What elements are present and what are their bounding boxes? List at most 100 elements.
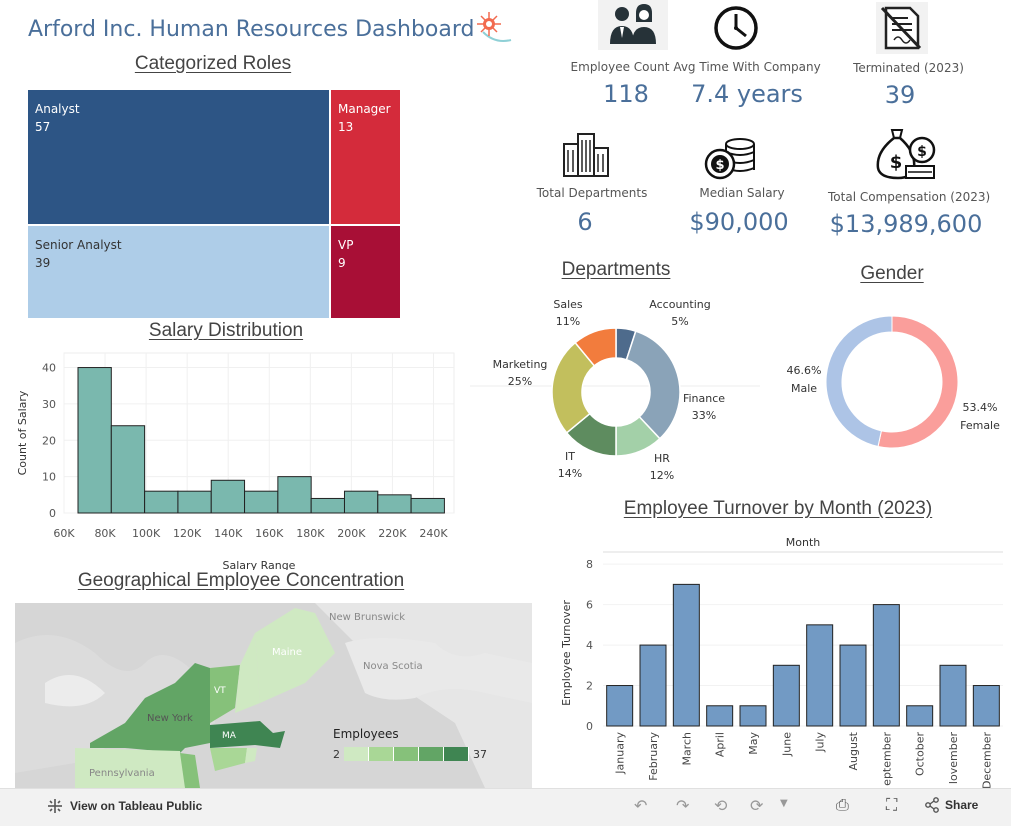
turnover-bar[interactable] — [806, 624, 834, 727]
turnover-bar[interactable] — [972, 685, 1000, 727]
kpi-label: Terminated (2023) — [853, 61, 964, 75]
state-connecticut[interactable] — [210, 748, 247, 771]
donut-slice[interactable] — [551, 341, 596, 434]
turnover-bar[interactable] — [639, 644, 667, 727]
x-tick-label: lovember — [947, 732, 960, 785]
state-vermont[interactable] — [210, 665, 240, 723]
salary-histogram: 0 10 20 30 40 60K 80K 100K 120K 140K 160K 180K 200K 2… — [16, 352, 455, 570]
roles-section-title: Categorized Roles — [134, 53, 292, 74]
state-rhode-island[interactable] — [245, 748, 257, 763]
kpi-value: 6 — [577, 208, 593, 236]
x-tick-label: February — [647, 732, 660, 781]
legend-swatch — [344, 747, 369, 761]
state-new-hampshire[interactable] — [235, 633, 260, 713]
turnover-bar[interactable] — [772, 664, 800, 727]
y-tick-label: 0 — [49, 507, 56, 520]
histogram-bar[interactable] — [310, 497, 345, 514]
x-tick-label: 240K — [419, 527, 448, 540]
histogram-bar[interactable] — [277, 476, 312, 514]
turnover-bar[interactable] — [906, 705, 934, 727]
share-button[interactable]: Share — [924, 797, 978, 813]
state-new-york[interactable] — [90, 663, 210, 753]
turnover-bar[interactable] — [872, 604, 900, 727]
revert-icon[interactable]: ⟲ — [714, 796, 728, 815]
treemap-label: Manager — [338, 102, 391, 116]
histogram-bar[interactable] — [244, 490, 279, 514]
kpi-median-salary: $ Median Salary $90,000 — [672, 128, 812, 238]
kpi-total-departments: Total Departments 6 — [530, 128, 650, 238]
turnover-bar[interactable] — [939, 664, 967, 727]
treemap-cell-vp[interactable]: VP 9 — [331, 226, 400, 318]
map-label-vt: VT — [214, 686, 226, 696]
histogram-bar[interactable] — [110, 425, 146, 514]
office-buildings-icon — [563, 133, 609, 177]
x-tick-label: 180K — [296, 527, 325, 540]
slice-name-label: Sales — [553, 298, 583, 311]
kpi-label: Total Departments — [536, 186, 648, 200]
salary-section-title: Salary Distribution — [148, 320, 304, 341]
donut-slice[interactable] — [574, 327, 617, 367]
chevron-down-icon[interactable]: ▼ — [780, 798, 788, 809]
slice-percent-label: 25% — [508, 375, 532, 388]
geo-section-title: Geographical Employee Concentration — [77, 570, 405, 591]
donut-slice[interactable] — [825, 315, 893, 448]
histogram-bar[interactable] — [177, 490, 212, 514]
legend-swatch — [369, 747, 394, 761]
x-tick-label: January — [614, 732, 627, 775]
employees-icon — [598, 0, 668, 50]
x-tick-label: December — [980, 732, 993, 788]
histogram-bar[interactable] — [377, 494, 412, 514]
geo-map[interactable]: New York Pennsylvania VT MA Maine New Br… — [15, 603, 532, 788]
treemap-cell-manager[interactable]: Manager 13 — [331, 90, 400, 225]
slice-percent-label: 46.6% — [787, 364, 822, 377]
turnover-bar[interactable] — [839, 644, 867, 727]
turnover-bar[interactable] — [739, 705, 767, 727]
histogram-bar[interactable] — [210, 479, 246, 514]
clock-icon — [714, 6, 758, 50]
treemap-value: 39 — [35, 256, 51, 270]
kpi-label: Avg Time With Company — [673, 60, 821, 74]
y-tick-label: 30 — [42, 398, 56, 411]
donut-slice[interactable] — [877, 315, 959, 449]
x-tick-label: 160K — [255, 527, 284, 540]
map-legend-min: 2 — [333, 747, 340, 761]
kpi-label: Median Salary — [699, 186, 785, 200]
kpi-value: $90,000 — [689, 208, 789, 236]
y-tick-label: 6 — [586, 599, 593, 612]
kpi-value: 7.4 years — [691, 80, 803, 108]
treemap-cell-analyst[interactable]: Analyst 57 — [28, 90, 330, 225]
undo-icon[interactable]: ↶ — [634, 796, 648, 815]
histogram-bar[interactable] — [343, 490, 379, 514]
fullscreen-icon[interactable]: ⛶ — [886, 795, 898, 814]
gender-donut-chart: 53.4% Female 46.6% Male — [787, 315, 1000, 449]
slice-percent-label: 12% — [650, 469, 674, 482]
histogram-bar[interactable] — [77, 367, 112, 514]
y-axis-title: Employee Turnover — [560, 600, 573, 706]
gender-section-title: Gender — [860, 263, 924, 284]
y-tick-label: 20 — [42, 434, 56, 447]
view-on-tableau-link[interactable]: View on Tableau Public — [46, 797, 202, 815]
turnover-bar[interactable] — [672, 583, 700, 727]
state-maine[interactable] — [255, 608, 335, 703]
x-tick-label: 60K — [53, 527, 75, 540]
refresh-icon[interactable]: ⟳ — [750, 796, 764, 815]
download-icon[interactable]: ⎙ — [836, 795, 849, 814]
state-new-jersey[interactable] — [180, 753, 200, 788]
kpi-avg-time: Avg Time With Company 7.4 years — [672, 0, 822, 120]
turnover-bar[interactable] — [706, 705, 734, 727]
turnover-bar[interactable] — [606, 685, 634, 727]
treemap-cell-senior-analyst[interactable]: Senior Analyst 39 — [28, 226, 330, 318]
state-pennsylvania[interactable] — [75, 748, 185, 788]
slice-percent-label: 5% — [671, 315, 688, 328]
x-tick-label: 220K — [378, 527, 407, 540]
state-massachusetts[interactable] — [210, 721, 285, 748]
x-tick-label: July — [814, 732, 827, 753]
terminated-document-icon — [876, 2, 928, 54]
histogram-bar[interactable] — [410, 497, 445, 514]
redo-icon[interactable]: ↷ — [676, 796, 690, 815]
donut-slice[interactable] — [625, 330, 681, 440]
map-label-ma: MA — [222, 731, 237, 741]
y-tick-label: 8 — [586, 558, 593, 571]
x-tick-label: October — [914, 732, 927, 776]
histogram-bar[interactable] — [144, 490, 179, 514]
